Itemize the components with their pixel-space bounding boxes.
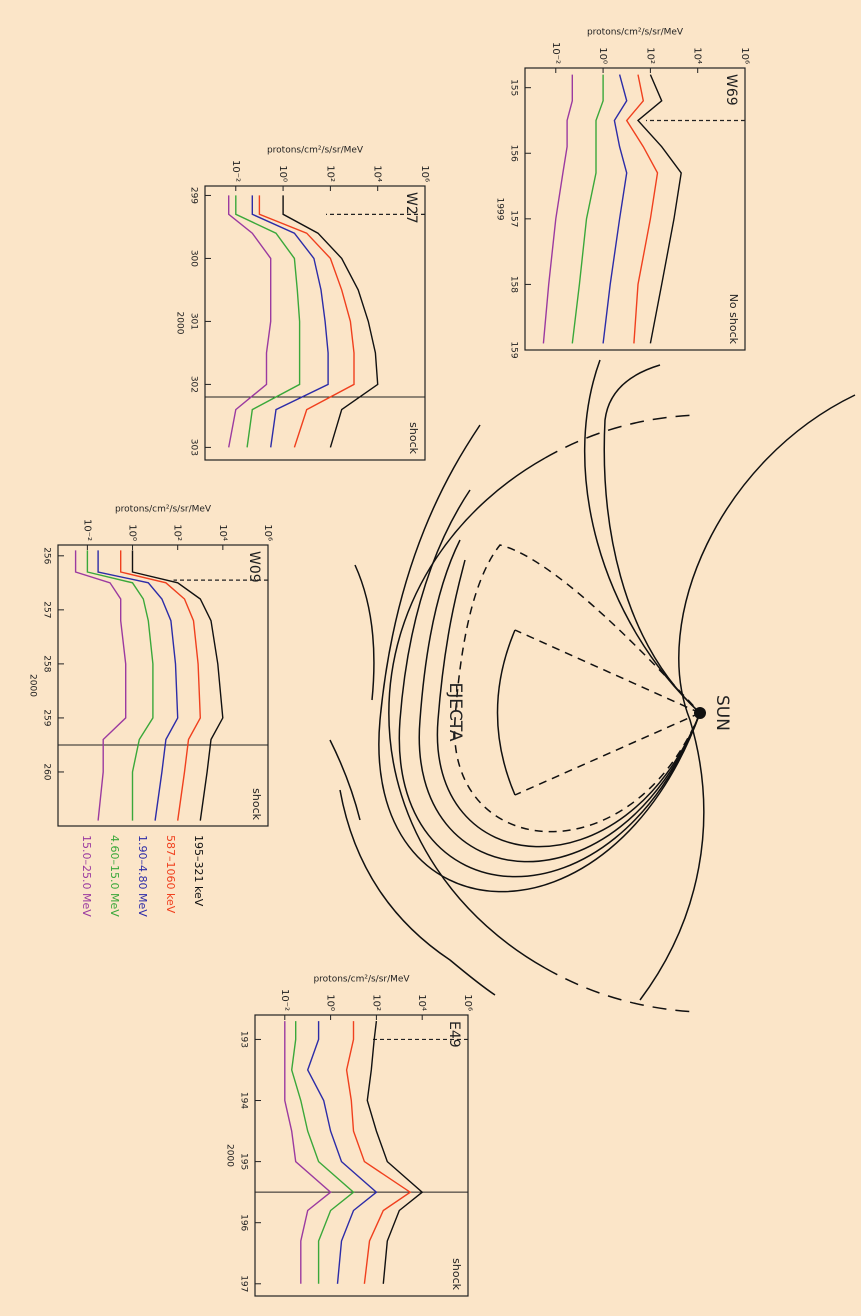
y-tick-label: 10²: [370, 994, 381, 1011]
legend-entry: 195–321 keV: [192, 835, 205, 907]
x-tick-label: 300: [189, 250, 199, 267]
panel-annotation: shock: [407, 422, 420, 454]
x-tick-label: 260: [42, 763, 52, 780]
x-axis-label: 1999: [495, 198, 505, 221]
y-tick-label: 10⁰: [127, 524, 138, 541]
legend-entry: 15.0–25.0 MeV: [80, 835, 93, 917]
x-tick-label: 158: [509, 276, 519, 293]
x-axis-label: 2000: [225, 1144, 235, 1167]
y-tick-label: 10⁰: [597, 47, 608, 64]
x-tick-label: 303: [189, 439, 199, 456]
x-tick-label: 193: [239, 1031, 249, 1048]
y-axis-label: protons/cm²/s/sr/MeV: [313, 975, 410, 985]
panel-title: W09: [246, 551, 262, 583]
sun-label: SUN: [712, 695, 732, 731]
x-tick-label: 194: [239, 1092, 249, 1109]
y-tick-label: 10²: [172, 524, 183, 541]
y-tick-label: 10⁶: [419, 165, 430, 182]
legend-entry: 1.90–4.80 MeV: [136, 835, 149, 917]
sun: [694, 707, 706, 719]
background: [0, 0, 861, 1316]
ejecta-label: EJECTA: [445, 682, 465, 741]
x-tick-label: 302: [189, 376, 199, 393]
x-tick-label: 157: [509, 210, 519, 227]
y-tick-label: 10⁰: [277, 165, 288, 182]
x-tick-label: 301: [189, 313, 199, 330]
y-tick-label: 10⁻²: [81, 519, 92, 541]
x-axis-label: 2000: [28, 674, 38, 697]
panel-annotation: shock: [250, 788, 263, 820]
y-tick-label: 10⁶: [462, 994, 473, 1011]
y-tick-label: 10⁴: [372, 165, 383, 182]
y-axis-label: protons/cm²/s/sr/MeV: [267, 146, 364, 156]
y-tick-label: 10⁶: [739, 47, 750, 64]
panel-title: W69: [723, 74, 739, 106]
y-tick-label: 10²: [324, 165, 335, 182]
x-tick-label: 195: [239, 1153, 249, 1170]
panel-annotation: No shock: [727, 294, 740, 345]
x-tick-label: 299: [189, 187, 199, 204]
y-tick-label: 10⁻²: [279, 989, 290, 1011]
y-tick-label: 10⁶: [262, 524, 273, 541]
x-axis-label: 2000: [175, 312, 185, 335]
y-tick-label: 10⁴: [416, 994, 427, 1011]
x-tick-label: 258: [42, 655, 52, 672]
x-tick-label: 256: [42, 547, 52, 564]
legend-entry: 4.60–15.0 MeV: [108, 835, 121, 917]
legend-entry: 587–1060 keV: [164, 835, 177, 914]
panel-annotation: shock: [450, 1258, 463, 1290]
y-tick-label: 10⁴: [217, 524, 228, 541]
panel-title: E49: [446, 1021, 462, 1048]
y-tick-label: 10⁻²: [550, 42, 561, 64]
x-tick-label: 156: [509, 145, 519, 162]
figure: SUN EJECTA 10⁻² 10⁰ 10² 10⁴ 10⁶ 155 156 157 158 1…: [0, 0, 861, 1316]
x-tick-label: 197: [239, 1275, 249, 1292]
x-tick-label: 196: [239, 1214, 249, 1231]
panel-title: W27: [403, 192, 419, 224]
y-tick-label: 10⁰: [325, 994, 336, 1011]
x-tick-label: 259: [42, 709, 52, 726]
x-tick-label: 257: [42, 601, 52, 618]
y-tick-label: 10⁻²: [230, 160, 241, 182]
y-axis-label: protons/cm²/s/sr/MeV: [587, 28, 684, 38]
x-tick-label: 155: [509, 79, 519, 96]
y-tick-label: 10²: [644, 47, 655, 64]
x-tick-label: 159: [509, 341, 519, 358]
y-tick-label: 10⁴: [692, 47, 703, 64]
y-axis-label: protons/cm²/s/sr/MeV: [115, 505, 212, 515]
